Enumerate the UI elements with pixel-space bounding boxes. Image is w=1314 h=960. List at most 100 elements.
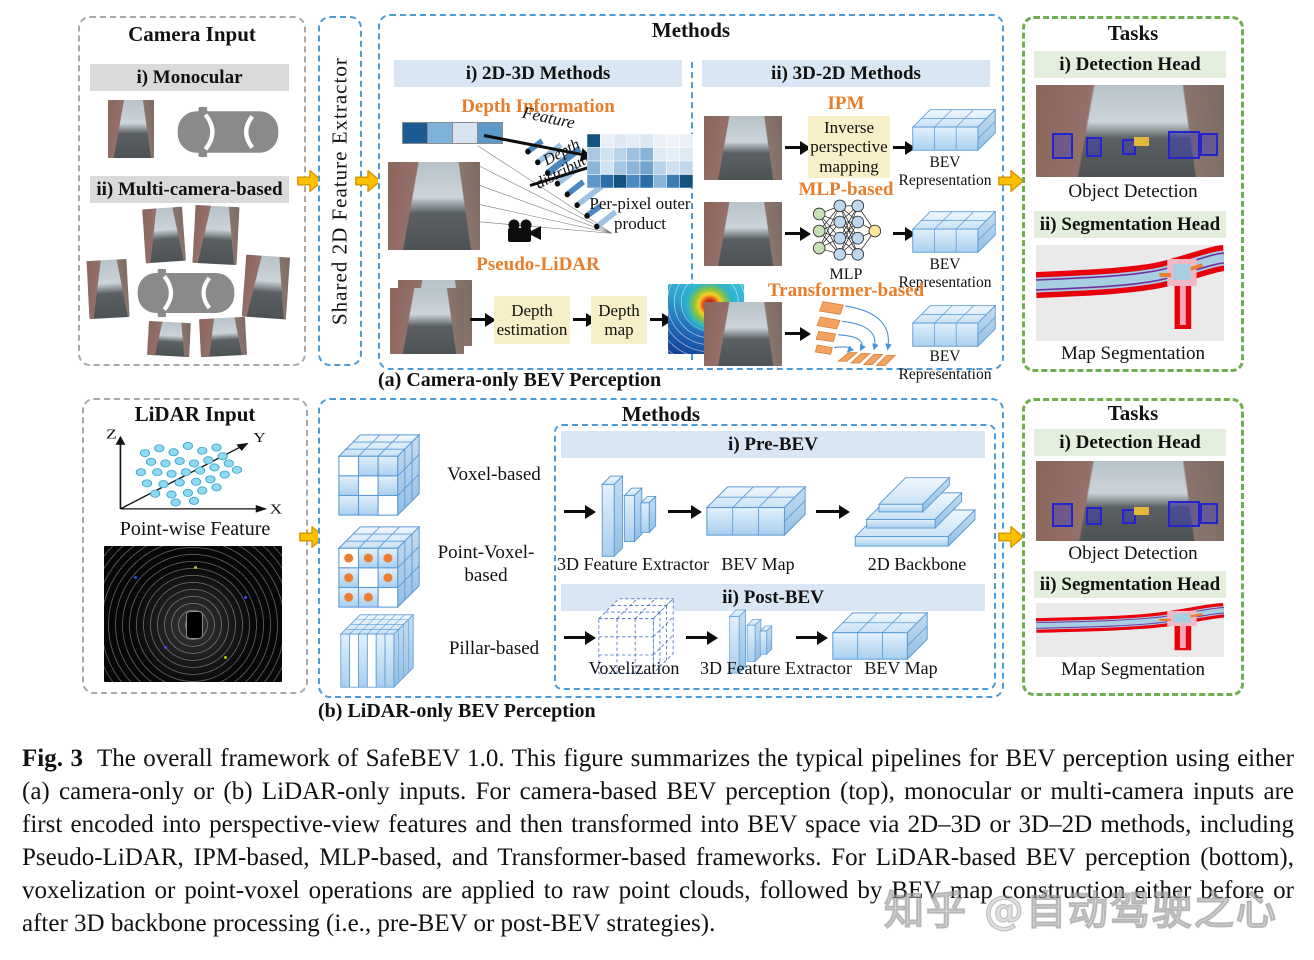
monocular-camera-photo <box>108 100 154 158</box>
transformer-based-title: Transformer-based <box>767 280 925 301</box>
flow-arrow-icon <box>785 226 811 241</box>
flow-arrow-icon <box>796 630 828 645</box>
yellow-vehicle <box>1134 137 1149 146</box>
voxel-based-label: Voxel-based <box>447 464 541 485</box>
bev-construction-box: i) Pre-BEV 3D Feature Extractor BEV Map … <box>554 424 996 690</box>
flow-arrow-icon <box>893 226 916 241</box>
point-voxel-cube-graphic <box>338 526 420 608</box>
tasks-panel-lidar: Tasks i) Detection Head Object Detection… <box>1022 398 1244 696</box>
multicam-photo <box>142 206 186 264</box>
feature-extractor-panel: Shared 2D Feature Extractor <box>318 16 362 366</box>
methods-divider <box>691 62 693 360</box>
bev-representation-cube <box>912 108 996 152</box>
multicam-header: ii) Multi-camera-based <box>90 176 289 203</box>
flow-arrow-icon <box>785 326 811 341</box>
street-photo <box>704 116 782 180</box>
panel-a-caption: (a) Camera-only BEV Perception <box>378 369 662 391</box>
depth-map-box: Depth map <box>591 296 647 344</box>
outer-product-label: Per-pixel outer product <box>589 194 691 233</box>
figure-caption-tag: Fig. 3 <box>22 745 83 772</box>
flow-arrow-icon <box>668 504 702 519</box>
street-photo <box>388 162 480 250</box>
depth-estimation-box: Depth estimation <box>494 296 570 344</box>
street-photo <box>704 202 782 266</box>
camera-input-title: Camera Input <box>128 22 256 46</box>
object-detection-label: Object Detection <box>1068 181 1198 202</box>
pillar-cube-graphic <box>338 614 416 688</box>
methods-title: Methods <box>621 402 701 426</box>
multicam-photo <box>199 316 247 358</box>
bev-representation-label: BEV Representation <box>898 256 992 291</box>
mlp-based-title: MLP-based <box>798 179 894 200</box>
bev-representation-label: BEV Representation <box>898 154 992 189</box>
tasks-title: Tasks <box>1107 401 1159 425</box>
methods-2d3d-header: i) 2D-3D Methods <box>394 60 682 87</box>
axis-z-label: Z <box>106 427 117 442</box>
bev-map-cube <box>832 612 928 660</box>
lidar-input-panel: LiDAR Input Z Y X Point-wise Feature <box>82 398 308 694</box>
multicam-photo <box>86 258 130 320</box>
object-detection-image <box>1036 85 1224 177</box>
flow-arrow-icon <box>564 630 596 645</box>
pre-bev-step3-label: 2D Backbone <box>867 554 967 574</box>
bev-map-cube <box>706 486 806 536</box>
lidar-input-title: LiDAR Input <box>134 402 256 426</box>
figure-caption-text: The overall framework of SafeBEV 1.0. Th… <box>22 745 1294 937</box>
flow-arrow-icon <box>573 312 597 327</box>
methods-title: Methods <box>651 18 731 42</box>
feature-strip <box>402 122 503 144</box>
mlp-label: MLP <box>829 266 863 283</box>
segmentation-head-header: ii) Segmentation Head <box>1034 571 1226 598</box>
tasks-panel-camera: Tasks i) Detection Head Object Detection… <box>1022 16 1244 372</box>
map-segmentation-label: Map Segmentation <box>1060 343 1206 364</box>
multicam-photo <box>241 254 291 320</box>
point-voxel-based-label: Point-Voxel-based <box>437 542 535 586</box>
street-photo <box>704 302 782 366</box>
methods-3d2d-header: ii) 3D-2D Methods <box>702 60 990 87</box>
figure-caption: Fig. 3 The overall framework of SafeBEV 1… <box>22 742 1294 940</box>
methods-panel-lidar: Methods Voxel-based Point-Voxel-based Pi… <box>318 398 1004 698</box>
map-segmentation-image <box>1036 603 1224 657</box>
object-detection-image <box>1036 461 1224 541</box>
pseudo-lidar-title: Pseudo-LiDAR <box>476 254 600 275</box>
watermark: 知乎 @自动驾驶之心 <box>884 888 1278 935</box>
pre-bev-step2-label: BEV Map <box>721 554 795 574</box>
yellow-vehicle <box>1134 507 1149 515</box>
panel-b-caption: (b) LiDAR-only BEV Perception <box>318 700 596 722</box>
ipm-title: IPM <box>827 93 865 114</box>
post-bev-step1-label: Voxelization <box>588 658 680 678</box>
car-top-view-icon <box>172 106 284 158</box>
outer-product-heatmap <box>587 134 693 188</box>
flow-arrow-icon <box>564 504 596 519</box>
bev-representation-cube <box>912 304 996 348</box>
transformer-graphic <box>814 301 897 366</box>
pointwise-feature-label: Point-wise Feature <box>119 518 271 540</box>
flow-arrow-icon <box>650 312 673 327</box>
depth-information-title: Depth Information <box>461 96 615 117</box>
detection-head-header: i) Detection Head <box>1034 51 1226 78</box>
pre-bev-header: i) Pre-BEV <box>561 431 985 458</box>
monocular-header: i) Monocular <box>90 64 289 91</box>
3d-feature-extractor-graphic <box>598 466 658 560</box>
camera-input-panel: Camera Input i) Monocular ii) Multi-came… <box>78 16 306 366</box>
post-bev-step2-label: 3D Feature Extractor <box>700 658 852 678</box>
flow-arrow-icon <box>470 312 496 327</box>
map-segmentation-label: Map Segmentation <box>1060 659 1206 680</box>
mlp-network-graphic <box>812 199 882 261</box>
post-bev-step3-label: BEV Map <box>864 658 938 678</box>
bev-representation-label: BEV Representation <box>898 348 992 383</box>
voxel-cube-graphic <box>338 434 420 516</box>
tasks-title: Tasks <box>1107 21 1159 45</box>
bev-representation-cube <box>912 210 996 254</box>
2d-backbone-graphic <box>854 472 980 548</box>
street-photo <box>390 288 464 354</box>
segmentation-head-header: ii) Segmentation Head <box>1034 211 1226 238</box>
flow-arrow-icon <box>816 504 850 519</box>
pillar-based-label: Pillar-based <box>448 638 540 659</box>
object-detection-label: Object Detection <box>1068 543 1198 564</box>
flow-arrow-icon <box>893 140 916 155</box>
flow-arrow-icon <box>686 630 718 645</box>
car-top-view-icon <box>136 268 236 318</box>
video-camera-icon <box>506 218 542 244</box>
